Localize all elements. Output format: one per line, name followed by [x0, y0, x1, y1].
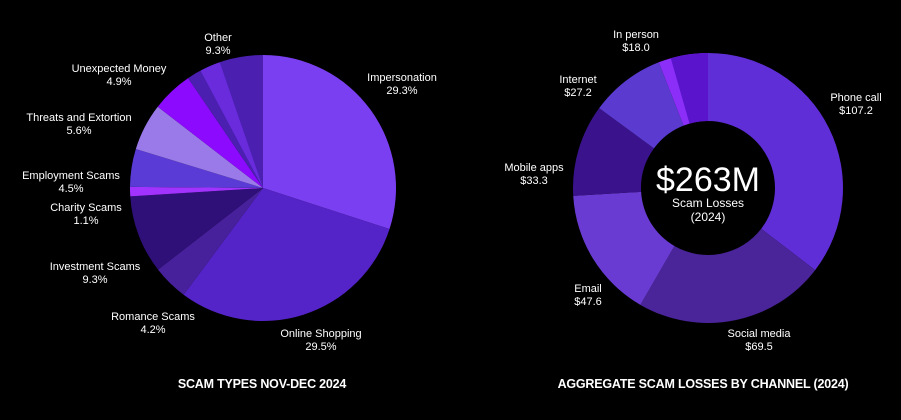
donut-label-in-person: In person: [613, 29, 659, 41]
pie-label-investment-scams: Investment Scams: [50, 261, 141, 273]
pie-slice-sliver: [200, 62, 263, 188]
pie-label-romance-scams: Romance Scams: [111, 311, 195, 323]
pie-value-employment-scams: 4.5%: [58, 183, 83, 195]
scam-losses-title: AGGREGATE SCAM LOSSES BY CHANNEL (2024): [558, 377, 849, 391]
donut-value-internet: $27.2: [564, 87, 592, 99]
donut-label-phone-call: Phone call: [830, 92, 881, 104]
pie-value-online-shopping: 29.5%: [305, 341, 336, 353]
pie-label-charity-scams: Charity Scams: [50, 202, 122, 214]
donut-value-mobile-apps: $33.3: [520, 175, 548, 187]
pie-slice-other: [188, 55, 263, 188]
donut-slice-internet: [599, 62, 684, 149]
donut-center-total: $263M: [656, 161, 760, 199]
donut-value-email: $47.6: [574, 296, 602, 308]
pie-value-other: 9.3%: [205, 45, 230, 57]
pie-value-threats-and-extortion: 5.6%: [66, 125, 91, 137]
donut-value-in-person: $18.0: [622, 42, 650, 54]
pie-label-employment-scams: Employment Scams: [22, 170, 120, 182]
pie-value-charity-scams: 1.1%: [73, 215, 98, 227]
pie-slice-threats-and-extortion: [135, 106, 263, 188]
pie-label-unexpected-money: Unexpected Money: [72, 63, 167, 75]
donut-label-internet: Internet: [559, 74, 596, 86]
donut-value-phone-call: $107.2: [839, 105, 873, 117]
pie-label-threats-and-extortion: Threats and Extortion: [26, 112, 131, 124]
scam-losses-donut: Phone call$107.2 Social media$69.5 Email$4…: [504, 29, 881, 353]
donut-slice-phone-call: [708, 53, 843, 271]
pie-label-online-shopping: Online Shopping: [280, 328, 361, 340]
pie-label-other: Other: [204, 32, 232, 44]
pie-slice-unexpected-money: [157, 78, 263, 188]
pie-value-unexpected-money: 4.9%: [106, 76, 131, 88]
donut-value-social-media: $69.5: [745, 341, 773, 353]
donut-center-label: Scam Losses: [672, 196, 744, 210]
pie-label-impersonation: Impersonation: [367, 72, 437, 84]
pie-value-investment-scams: 9.3%: [82, 274, 107, 286]
donut-slice-extra: [670, 53, 708, 124]
donut-label-mobile-apps: Mobile apps: [504, 162, 564, 174]
donut-label-email: Email: [574, 283, 602, 295]
pie-value-romance-scams: 4.2%: [140, 324, 165, 336]
donut-label-social-media: Social media: [728, 328, 792, 340]
pie-slice-employment-scams: [130, 149, 263, 188]
scam-types-title: SCAM TYPES NOV-DEC 2024: [178, 377, 347, 391]
pie-slice-romance-scams: [158, 188, 263, 295]
pie-slice-charity-scams: [129, 186, 263, 197]
pie-value-impersonation: 29.3%: [386, 85, 417, 97]
donut-slice-email: [573, 191, 675, 305]
pie-slice-investment-scams: [130, 188, 263, 270]
donut-center-year: (2024): [691, 210, 726, 224]
donut-slice-social-media: [640, 228, 816, 323]
donut-slice-mobile-apps: [573, 108, 654, 196]
pie-slice-impersonation: [263, 55, 397, 230]
pie-slice-online-shopping: [183, 188, 390, 322]
